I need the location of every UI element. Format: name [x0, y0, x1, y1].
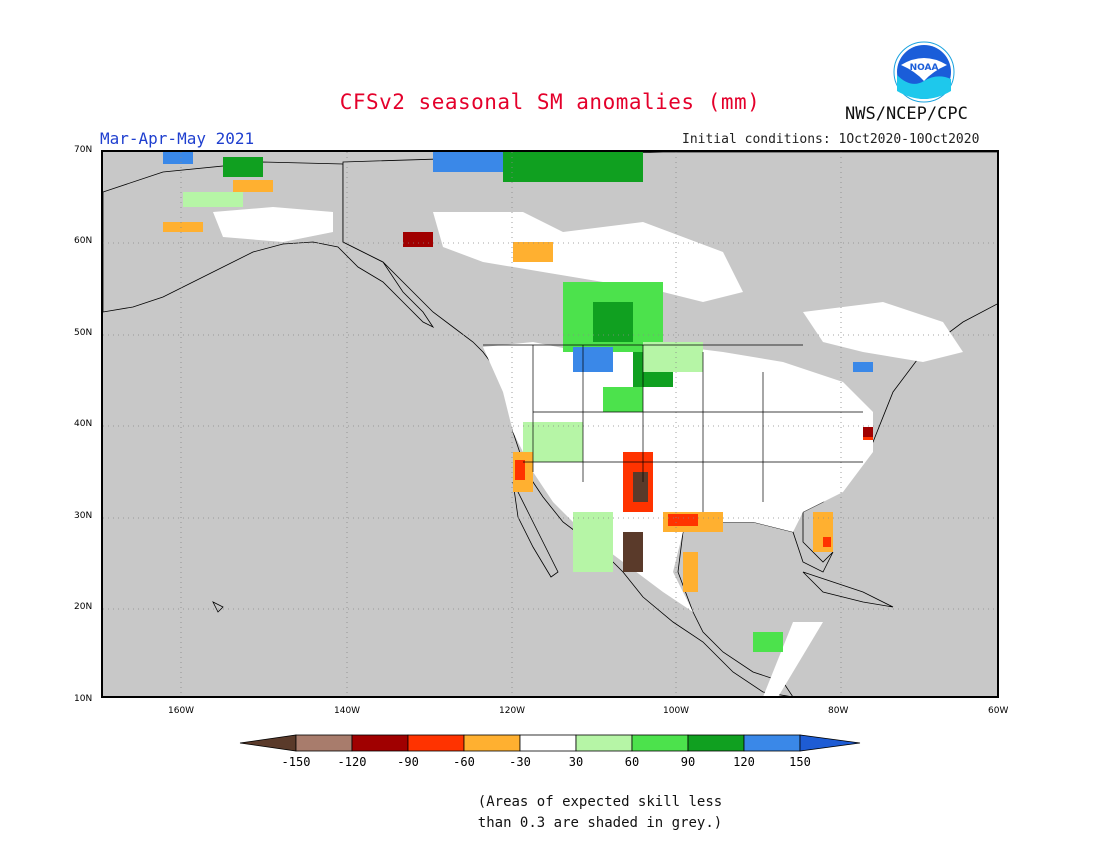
colorbar-segment	[295, 734, 353, 752]
season-label: Mar-Apr-May 2021	[100, 129, 255, 148]
lon-label: 60W	[988, 706, 1009, 716]
colorbar-segment	[463, 734, 521, 752]
colorbar-segment	[351, 734, 409, 752]
colorbar-tick-label: 120	[733, 755, 755, 769]
initial-conditions-label: Initial conditions: 1Oct2020-10Oct2020	[682, 132, 980, 147]
colorbar-tick-label: 150	[789, 755, 811, 769]
lon-label: 80W	[828, 706, 849, 716]
map-canvas	[103, 152, 997, 696]
lon-label: 160W	[168, 706, 195, 716]
lat-label: 30N	[74, 511, 93, 521]
lat-label: 50N	[74, 328, 93, 338]
logo-text: NOAA	[910, 63, 939, 73]
skill-note-line: (Areas of expected skill less	[477, 794, 723, 810]
map-title: CFSv2 seasonal SM anomalies (mm)	[339, 90, 761, 114]
colorbar-tick-label: 90	[681, 755, 695, 769]
colorbar-tick-label: 30	[569, 755, 583, 769]
colorbar-segment	[575, 734, 633, 752]
colorbar-tick-label: -60	[453, 755, 475, 769]
lat-label: 60N	[74, 236, 93, 246]
colorbar-segment	[687, 734, 745, 752]
lat-label: 20N	[74, 602, 93, 612]
colorbar-arrow-left	[239, 734, 297, 752]
skill-note-line: than 0.3 are shaded in grey.)	[477, 815, 723, 831]
agency-label: NWS/NCEP/CPC	[845, 104, 968, 124]
colorbar-segment	[631, 734, 689, 752]
state-borders	[483, 344, 863, 512]
colorbar-tick-label: -120	[338, 755, 367, 769]
skill-note: (Areas of expected skill less than 0.3 a…	[470, 792, 730, 834]
colorbar: -150 -120 -90 -60 -30 30 60 90 120 150	[239, 734, 861, 769]
colorbar-segment	[407, 734, 465, 752]
colorbar-tick-label: -90	[397, 755, 419, 769]
noaa-logo-icon: NOAA	[893, 41, 955, 103]
colorbar-segment	[743, 734, 801, 752]
lon-label: 140W	[334, 706, 361, 716]
near-normal-areas	[213, 207, 963, 696]
colorbar-arrow-right	[799, 734, 861, 752]
lon-label: 120W	[499, 706, 526, 716]
colorbar-tick-label: -30	[509, 755, 531, 769]
colorbar-tick-label: -150	[282, 755, 311, 769]
map-panel	[101, 150, 999, 698]
lat-label: 40N	[74, 419, 93, 429]
lat-label: 70N	[74, 145, 93, 155]
lon-label: 100W	[663, 706, 690, 716]
lat-label: 10N	[74, 694, 93, 704]
colorbar-tick-label: 60	[625, 755, 639, 769]
colorbar-segment	[519, 734, 577, 752]
